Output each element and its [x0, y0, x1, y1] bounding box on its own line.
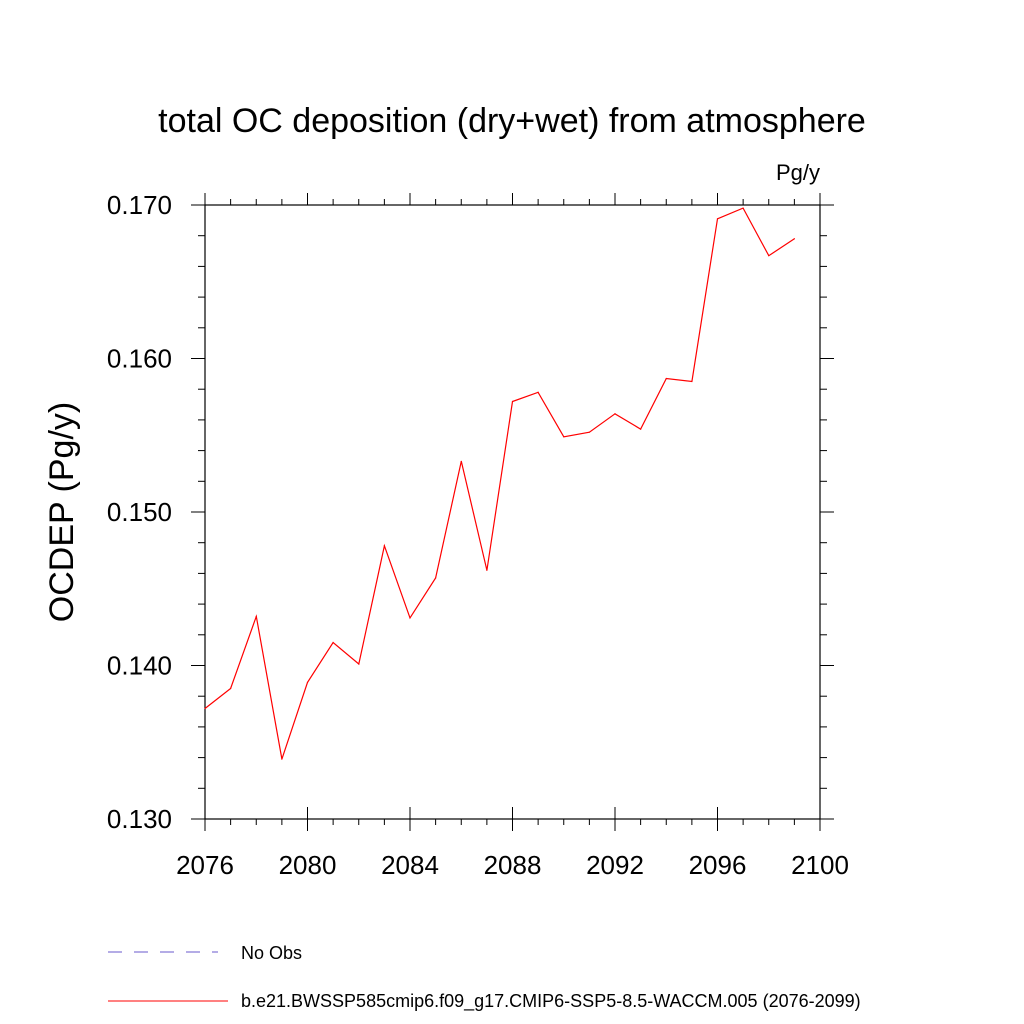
- legend-label-series: b.e21.BWSSP585cmip6.f09_g17.CMIP6-SSP5-8…: [241, 991, 861, 1012]
- data-point: [486, 569, 488, 571]
- data-point: [768, 255, 770, 257]
- series-layer: [204, 207, 795, 760]
- chart-title: total OC deposition (dry+wet) from atmos…: [158, 102, 866, 140]
- x-tick-label: 2096: [689, 850, 747, 880]
- legend: No Obs b.e21.BWSSP585cmip6.f09_g17.CMIP6…: [108, 943, 861, 1012]
- x-tick-label: 2080: [279, 850, 337, 880]
- y-tick-label: 0.170: [107, 190, 172, 220]
- data-point: [230, 687, 232, 690]
- data-point: [435, 577, 437, 579]
- data-point: [716, 218, 719, 220]
- data-point: [614, 413, 616, 415]
- axis-ticks: [191, 193, 834, 831]
- series-line: [204, 207, 795, 760]
- data-point: [640, 428, 642, 430]
- data-point: [665, 377, 667, 380]
- data-point: [511, 400, 514, 403]
- data-point: [255, 615, 257, 617]
- x-tick-label: 2076: [176, 850, 234, 880]
- x-tick-label: 2084: [381, 850, 439, 880]
- data-point: [563, 436, 565, 438]
- data-point: [306, 681, 309, 683]
- data-point: [742, 207, 744, 209]
- data-point: [460, 460, 462, 462]
- x-tick-label: 2100: [791, 850, 849, 880]
- tick-labels: 2076 2080 2084 2088 2092 2096 2100 0.130 0.140 0.…: [107, 190, 849, 880]
- legend-label-no-obs: No Obs: [241, 943, 302, 963]
- y-tick-label: 0.140: [107, 651, 172, 681]
- data-point: [793, 238, 795, 240]
- data-point: [332, 641, 334, 644]
- data-point: [358, 663, 360, 665]
- units-label: Pg/y: [776, 160, 820, 185]
- data-point: [537, 391, 539, 393]
- data-point: [281, 758, 283, 760]
- y-tick-label: 0.130: [107, 804, 172, 834]
- x-tick-label: 2092: [586, 850, 644, 880]
- x-tick-label: 2088: [484, 850, 542, 880]
- y-axis-label: OCDEP (Pg/y): [43, 402, 81, 622]
- y-tick-label: 0.160: [107, 344, 172, 374]
- data-point: [409, 617, 411, 619]
- data-point: [383, 545, 385, 547]
- data-point: [204, 707, 206, 710]
- y-tick-label: 0.150: [107, 497, 172, 527]
- data-point: [588, 431, 590, 433]
- plot-frame: [204, 204, 821, 820]
- data-point: [691, 380, 693, 383]
